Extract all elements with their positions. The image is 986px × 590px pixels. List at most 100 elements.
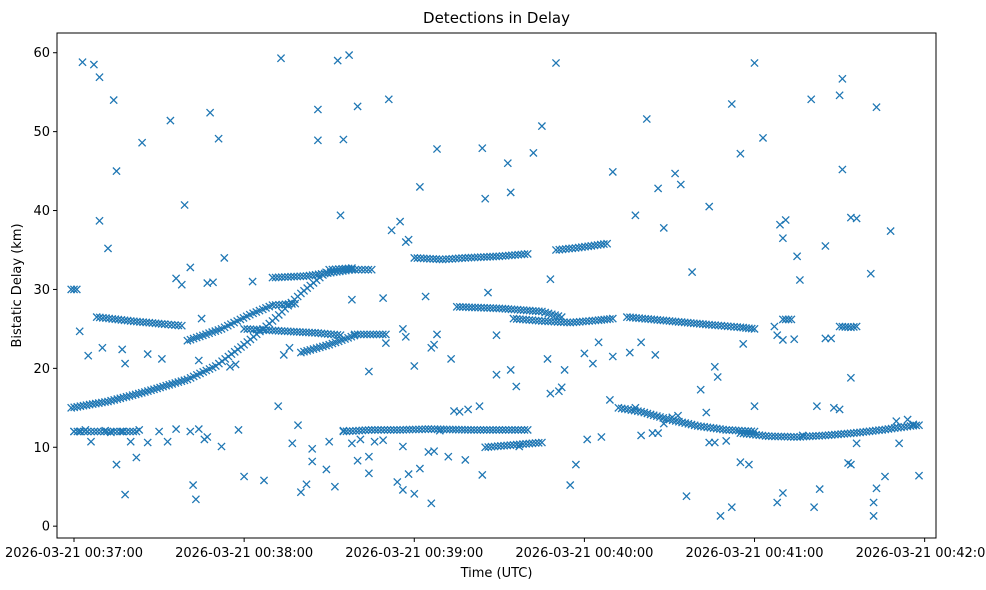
data-point xyxy=(240,472,249,481)
data-point xyxy=(914,471,924,480)
data-point xyxy=(478,470,487,479)
data-point xyxy=(504,251,513,260)
data-point xyxy=(380,425,389,434)
data-point xyxy=(767,432,776,441)
data-point xyxy=(445,425,454,434)
data-point xyxy=(569,318,578,327)
data-point xyxy=(631,211,640,220)
data-point xyxy=(830,430,839,439)
data-point xyxy=(544,317,553,326)
data-point xyxy=(415,464,424,473)
data-point xyxy=(296,488,305,497)
data-point xyxy=(447,354,456,363)
data-point xyxy=(713,372,722,382)
data-point xyxy=(166,116,175,125)
x-tick-label: 2026-03-21 00:42:00 xyxy=(856,546,986,561)
data-point xyxy=(534,307,543,316)
data-point xyxy=(177,321,186,330)
data-point xyxy=(234,425,243,434)
data-point xyxy=(886,227,895,236)
x-tick-label: 2026-03-21 00:40:00 xyxy=(515,546,653,561)
data-point xyxy=(258,325,268,335)
data-point xyxy=(177,280,186,289)
data-point xyxy=(422,254,431,263)
data-point xyxy=(668,413,677,422)
data-point xyxy=(501,425,510,434)
data-point xyxy=(553,317,562,326)
data-point xyxy=(451,425,460,434)
data-point xyxy=(778,488,787,498)
data-point xyxy=(482,425,491,434)
data-point xyxy=(364,469,373,478)
data-point xyxy=(631,403,640,412)
data-point xyxy=(575,317,584,326)
data-point xyxy=(551,58,561,68)
data-point xyxy=(339,426,348,435)
data-point xyxy=(597,432,606,442)
data-point xyxy=(421,292,430,301)
data-point xyxy=(577,243,586,252)
data-point xyxy=(129,427,138,436)
data-point xyxy=(454,425,463,434)
data-point xyxy=(75,327,84,336)
data-point xyxy=(789,432,798,441)
data-point xyxy=(466,425,476,434)
data-point xyxy=(347,265,356,274)
data-point xyxy=(736,458,745,467)
data-point xyxy=(470,425,479,434)
data-point xyxy=(455,302,464,311)
data-point xyxy=(121,359,130,368)
data-point xyxy=(287,272,296,281)
data-point xyxy=(815,431,824,440)
data-point xyxy=(676,180,685,189)
data-point xyxy=(750,402,759,411)
data-point xyxy=(438,255,447,264)
data-point xyxy=(784,315,793,324)
data-point xyxy=(307,328,317,337)
data-point xyxy=(551,245,561,255)
data-point xyxy=(480,303,489,312)
data-point xyxy=(492,370,501,379)
data-point xyxy=(217,442,226,451)
data-point xyxy=(787,315,796,324)
data-point xyxy=(555,245,564,254)
data-point xyxy=(603,239,612,248)
data-point xyxy=(448,254,457,263)
data-point xyxy=(344,266,353,275)
data-point xyxy=(416,254,425,263)
data-point xyxy=(432,330,442,339)
data-point xyxy=(69,285,79,294)
data-point xyxy=(722,436,731,445)
data-point xyxy=(118,427,127,436)
data-point xyxy=(608,352,617,361)
data-point xyxy=(157,319,166,328)
data-point xyxy=(353,330,362,339)
data-point xyxy=(470,303,480,312)
data-point xyxy=(727,503,736,512)
data-point xyxy=(467,303,477,312)
data-point xyxy=(546,275,555,284)
data-point xyxy=(808,432,817,441)
data-point xyxy=(262,326,271,335)
data-point xyxy=(191,495,200,504)
data-point xyxy=(511,425,520,434)
data-point xyxy=(805,432,814,441)
data-point xyxy=(500,441,509,450)
data-point xyxy=(821,241,830,251)
data-point xyxy=(829,403,838,412)
y-axis-label: Bistatic Delay (km) xyxy=(10,223,25,347)
data-point xyxy=(659,419,668,428)
data-point xyxy=(314,329,323,338)
data-point xyxy=(560,365,569,374)
data-point xyxy=(414,425,424,434)
data-point xyxy=(398,324,407,333)
data-point xyxy=(736,149,745,158)
data-point xyxy=(248,277,257,286)
data-point xyxy=(246,325,255,334)
data-point xyxy=(483,303,492,312)
data-point xyxy=(714,321,723,330)
data-point xyxy=(265,326,274,335)
data-point xyxy=(138,138,147,147)
data-point xyxy=(281,300,290,309)
data-point xyxy=(608,314,617,323)
